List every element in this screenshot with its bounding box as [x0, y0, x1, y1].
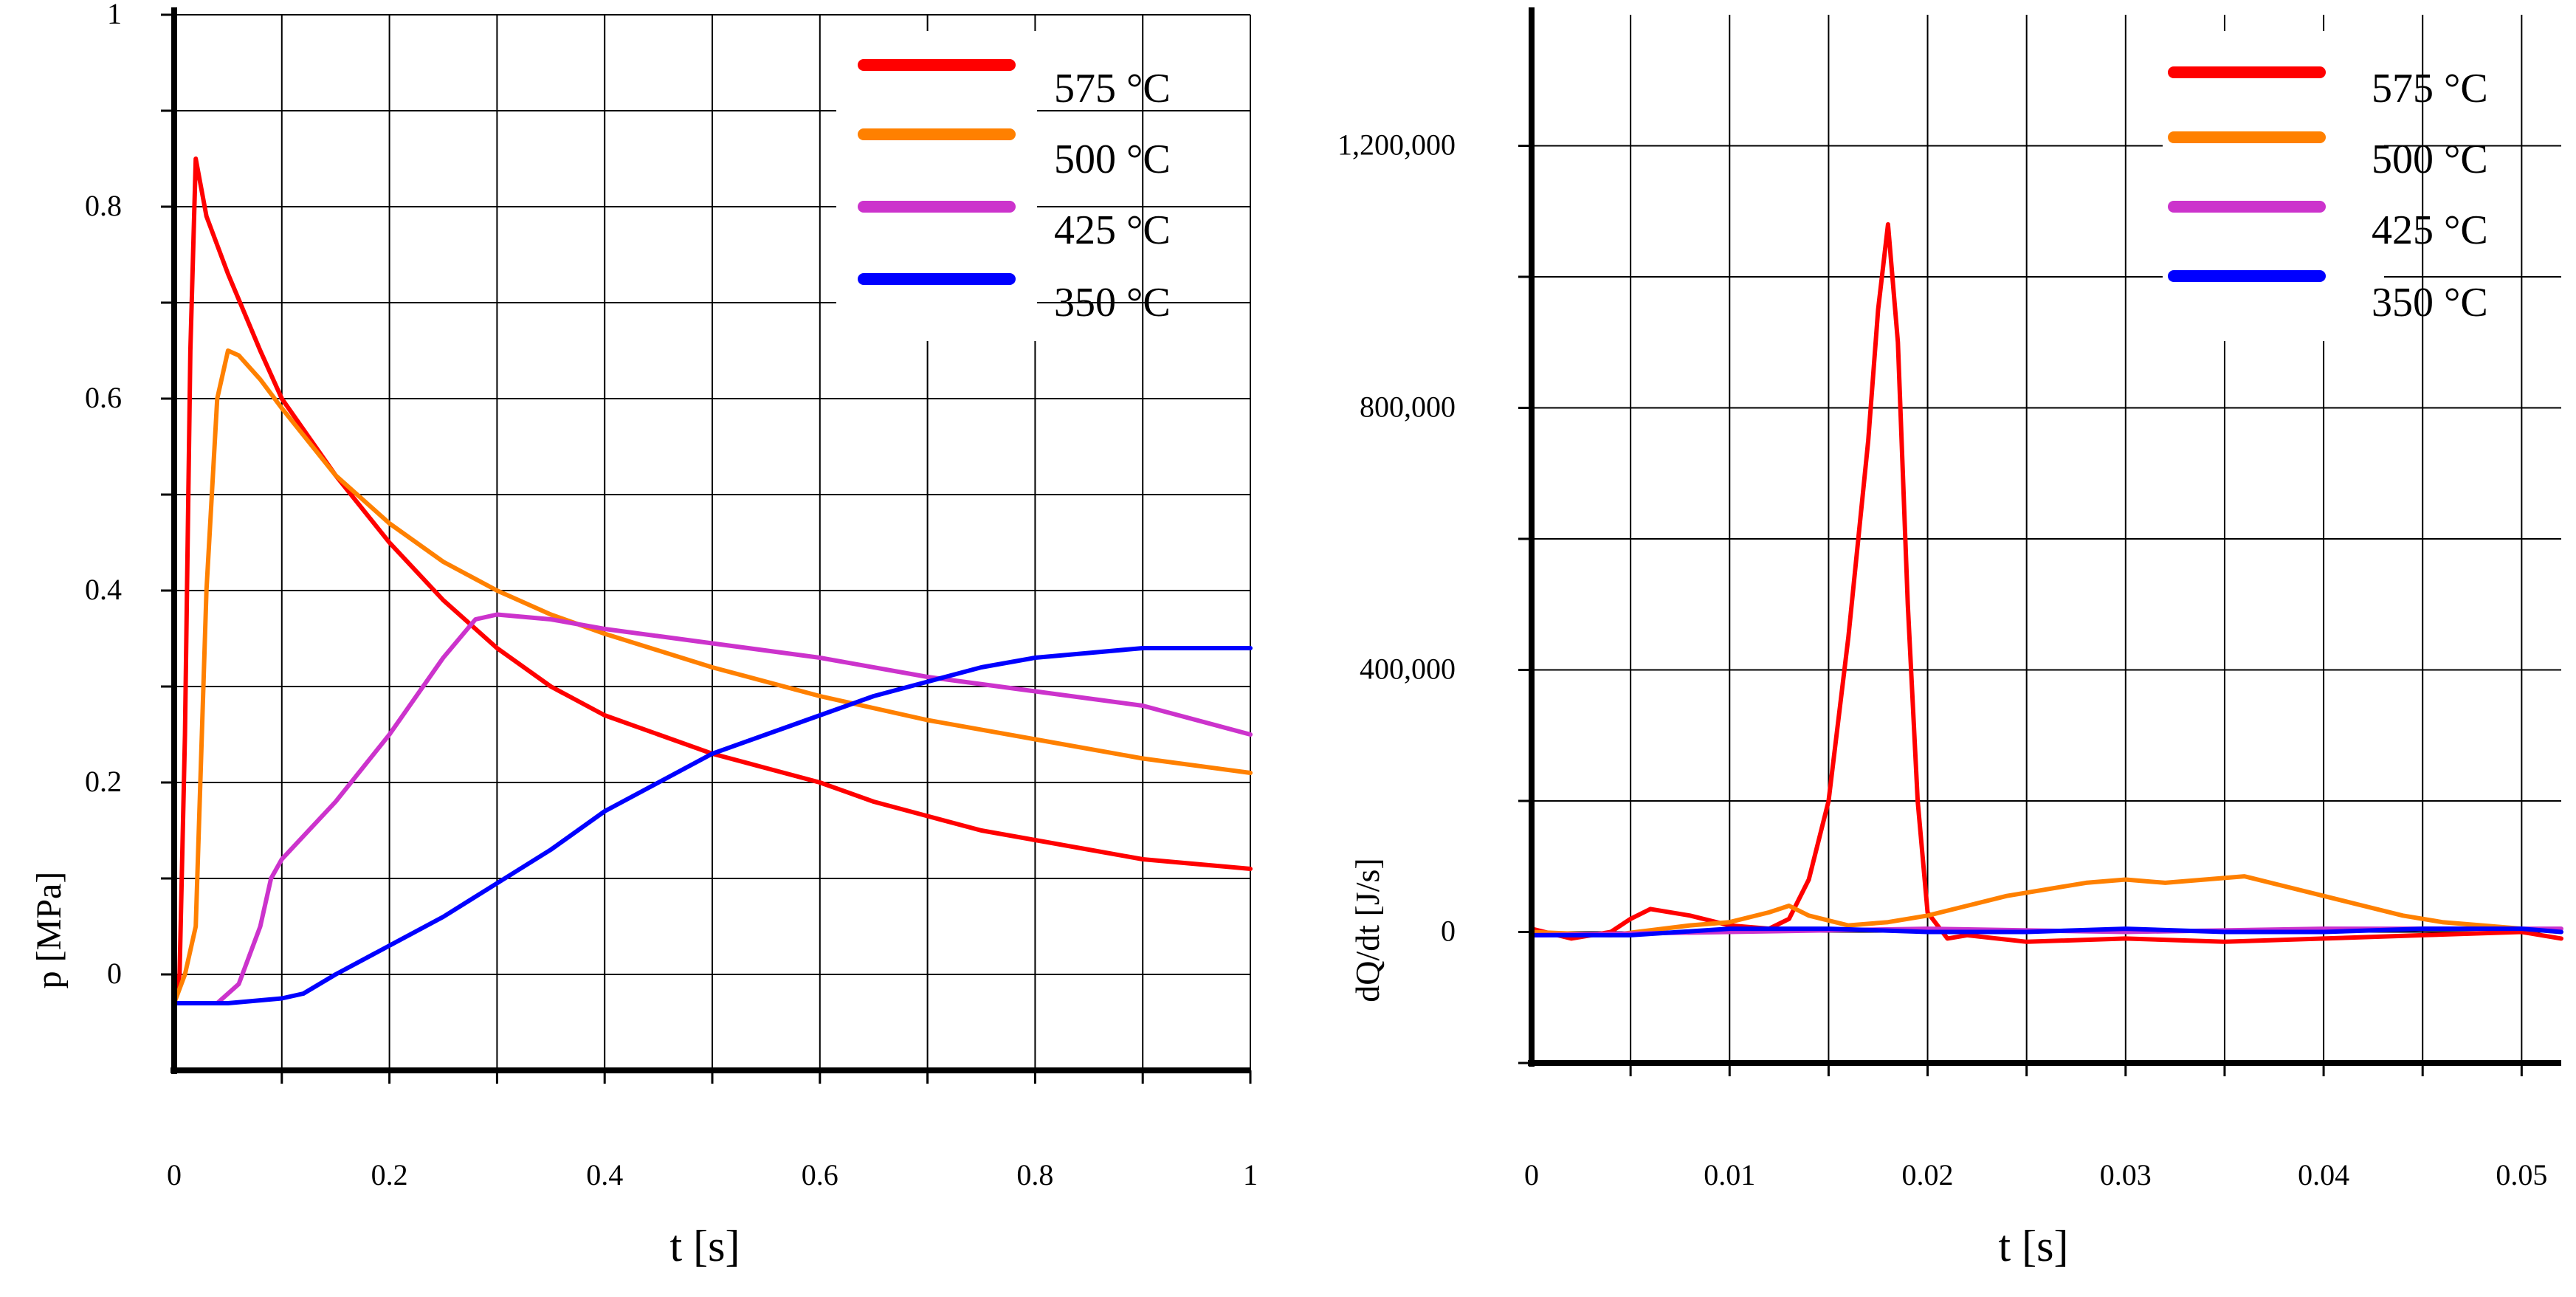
heat-release-legend: 575 °C 500 °C 425 °C 350 °C — [2163, 31, 2488, 341]
pressure-axes — [161, 7, 1252, 1084]
x-tick-label: 0.2 — [371, 1158, 408, 1191]
pressure-y-axis-label: p [MPa] — [30, 872, 69, 989]
heat-release-tick-labels: 0 0.01 0.02 0.03 0.04 0.05 0 400,000 800,000 1,20… — [1337, 128, 2547, 1192]
series-line-350 — [172, 646, 1253, 1005]
x-tick-label: 0.03 — [2100, 1158, 2152, 1191]
y-tick-label: 1 — [107, 0, 122, 30]
legend-label-425: 425 °C — [2372, 207, 2488, 253]
series-line-425 — [172, 612, 1253, 1005]
heat-release-series-lines — [1529, 222, 2563, 944]
y-tick-label: 0.2 — [85, 765, 122, 798]
y-tick-label: 800,000 — [1360, 391, 1456, 424]
legend-label-500: 500 °C — [2372, 137, 2488, 182]
legend-label-500: 500 °C — [1054, 137, 1171, 182]
heat-release-chart: 0 0.01 0.02 0.03 0.04 0.05 0 400,000 800,000 1,20… — [1337, 7, 2563, 1270]
series-line-575 — [1529, 222, 2563, 944]
pressure-x-axis-label: t [s] — [670, 1222, 740, 1270]
legend-label-575: 575 °C — [1054, 66, 1171, 111]
pressure-chart: 0 0.2 0.4 0.6 0.8 1 0 0.2 0.4 0.6 0.8 1 t [s] p [MP… — [30, 0, 1258, 1270]
y-tick-label: 0.8 — [85, 189, 122, 222]
x-tick-label: 0 — [1524, 1158, 1539, 1191]
y-tick-label: 0.6 — [85, 381, 122, 414]
x-tick-label: 0.05 — [2496, 1158, 2547, 1191]
series-line-350 — [1529, 926, 2563, 938]
pressure-series-lines — [172, 156, 1253, 1005]
y-tick-label: 0 — [107, 957, 122, 990]
x-tick-label: 0.01 — [1704, 1158, 1755, 1191]
y-tick-label: 1,200,000 — [1337, 128, 1456, 162]
x-tick-label: 0.02 — [1902, 1158, 1954, 1191]
x-tick-label: 0.6 — [802, 1158, 838, 1191]
series-line-575 — [172, 156, 1253, 1005]
x-tick-label: 1 — [1243, 1158, 1258, 1191]
legend-box — [836, 31, 1037, 341]
x-tick-label: 0 — [167, 1158, 182, 1191]
pressure-legend: 575 °C 500 °C 425 °C 350 °C — [836, 31, 1171, 341]
x-tick-label: 0.04 — [2298, 1158, 2349, 1191]
pressure-tick-labels: 0 0.2 0.4 0.6 0.8 1 0 0.2 0.4 0.6 0.8 1 — [85, 0, 1258, 1191]
legend-label-425: 425 °C — [1054, 207, 1171, 253]
heat-release-x-axis-label: t [s] — [1999, 1222, 2069, 1270]
legend-label-350: 350 °C — [2372, 280, 2488, 326]
y-tick-label: 400,000 — [1360, 653, 1456, 686]
y-tick-label: 0 — [1441, 915, 1456, 948]
heat-release-y-axis-label: dQ/dt [J/s] — [1349, 858, 1386, 1002]
legend-label-575: 575 °C — [2372, 66, 2488, 111]
heat-release-axes — [1518, 7, 2561, 1076]
legend-label-350: 350 °C — [1054, 280, 1171, 326]
series-line-500 — [172, 348, 1253, 1005]
legend-box — [2163, 31, 2384, 341]
y-tick-label: 0.4 — [85, 573, 122, 606]
x-tick-label: 0.4 — [586, 1158, 623, 1191]
x-tick-label: 0.8 — [1016, 1158, 1053, 1191]
series-line-500 — [1529, 874, 2563, 938]
